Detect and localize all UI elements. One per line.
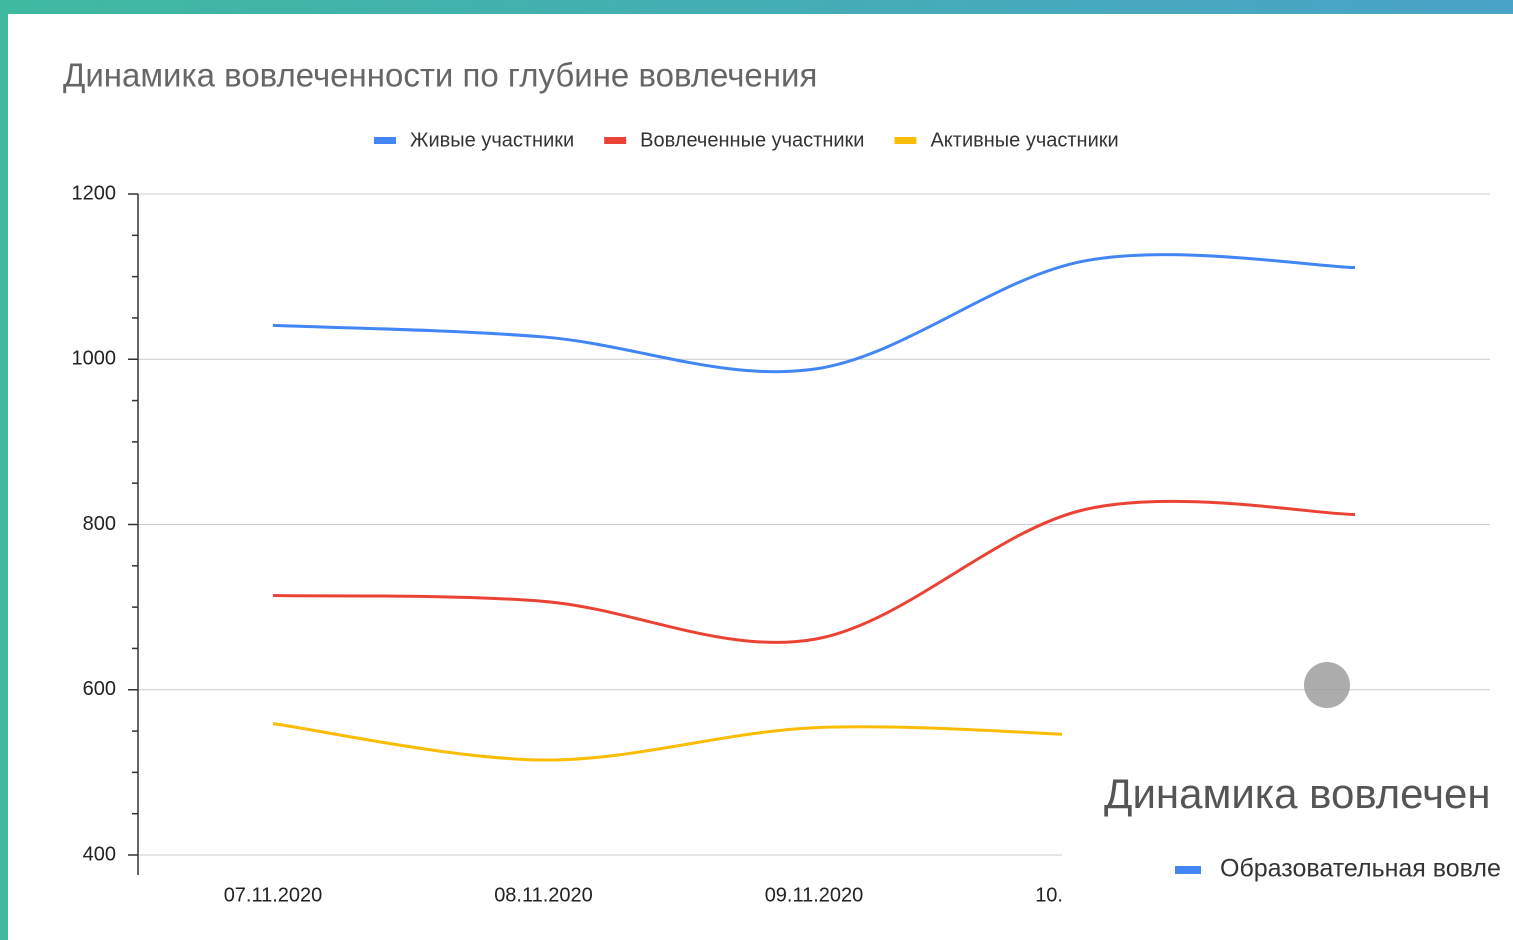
y-tick-label: 600	[83, 678, 116, 700]
series-line	[272, 722, 1085, 762]
series-line	[272, 499, 1356, 644]
legend-label: Вовлеченные участники	[640, 129, 864, 151]
x-tick-label: 09.11.2020	[765, 884, 864, 906]
legend-swatch	[374, 137, 396, 144]
legend-label: Живые участники	[410, 129, 574, 151]
overlay-title: Динамика вовлечен	[1104, 770, 1491, 817]
plot: 400 600 800 1000 1200 07.11.2020 08.11.2020 09.…	[72, 129, 1490, 906]
y-tick-label: 1000	[72, 348, 117, 370]
x-tick-label: 07.11.2020	[224, 884, 323, 906]
legend-swatch	[894, 137, 917, 144]
x-tick-label: 08.11.2020	[494, 884, 593, 906]
overlay-legend-swatch	[1175, 866, 1201, 874]
y-tick-label: 800	[83, 513, 116, 535]
overlay-legend-label: Образовательная вовле	[1220, 855, 1501, 883]
y-tick-label: 400	[83, 843, 116, 865]
legend-label: Активные участники	[930, 129, 1118, 151]
series-line	[272, 253, 1356, 374]
overlay-panel	[1062, 700, 1513, 940]
legend-swatch	[604, 137, 627, 144]
chart-title: Динамика вовлеченности по глубине вовлеч…	[63, 57, 817, 94]
y-tick-label: 1200	[72, 182, 117, 204]
cursor	[1304, 662, 1350, 708]
